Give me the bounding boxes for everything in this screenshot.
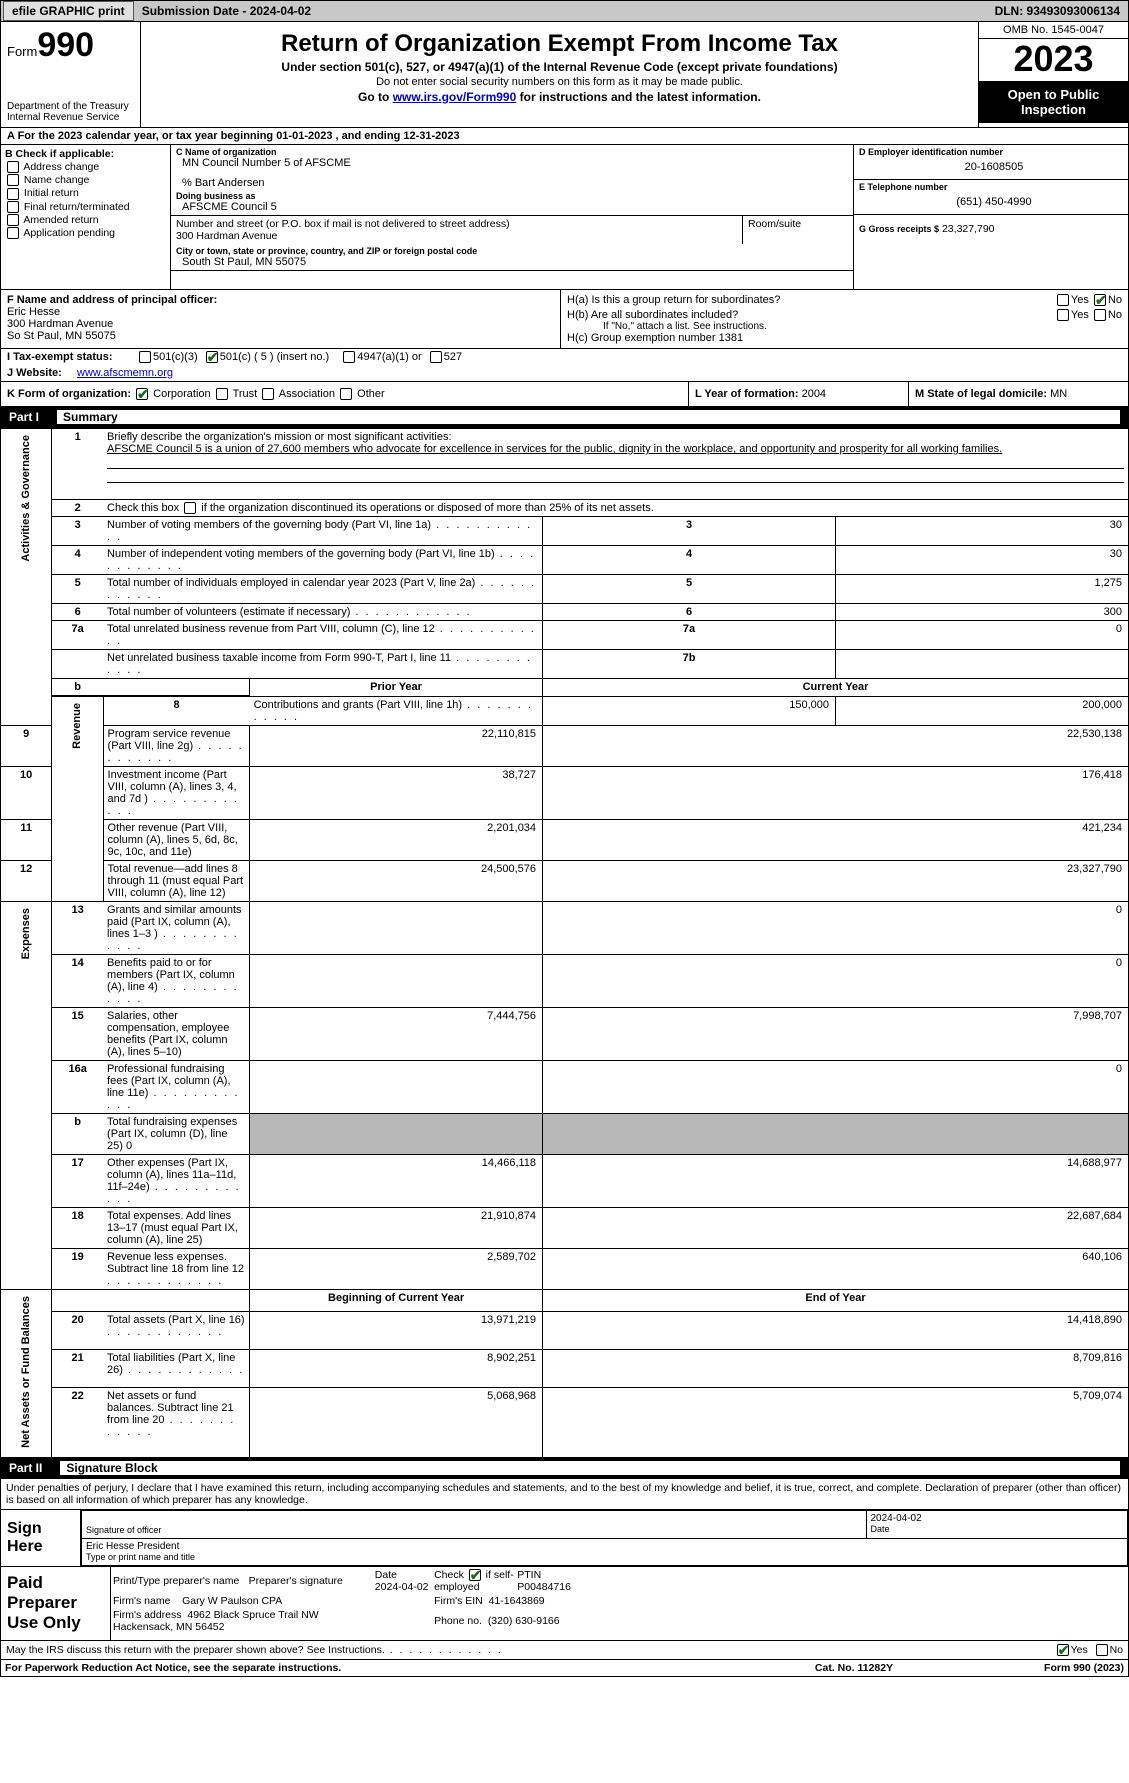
- chk-corp[interactable]: [136, 388, 148, 400]
- paid-preparer-label: Paid Preparer Use Only: [1, 1567, 111, 1640]
- chk-501c[interactable]: [206, 351, 218, 363]
- side-exp: Expenses: [20, 904, 32, 963]
- officer-group-block: F Name and address of principal officer:…: [0, 290, 1129, 349]
- page-footer: For Paperwork Reduction Act Notice, see …: [0, 1660, 1129, 1677]
- chk-527[interactable]: [430, 351, 442, 363]
- block-d: D Employer identification number 20-1608…: [853, 145, 1128, 289]
- top-toolbar: efile GRAPHIC print Submission Date - 20…: [0, 0, 1129, 22]
- block-c: C Name of organization MN Council Number…: [171, 145, 853, 289]
- street-address: 300 Hardman Avenue: [176, 230, 737, 242]
- part-i-header: Part I Summary: [0, 407, 1129, 428]
- phone: (651) 450-4990: [859, 196, 1123, 208]
- discuss-yes[interactable]: [1057, 1644, 1069, 1656]
- ptin: P00484716: [517, 1581, 571, 1593]
- hc-group-exemption: H(c) Group exemption number 1381: [567, 332, 1122, 344]
- gross-receipts: 23,327,790: [942, 223, 995, 235]
- cat-no: Cat. No. 11282Y: [764, 1662, 944, 1674]
- state-domicile: MN: [1050, 388, 1067, 400]
- form-subtitle: Under section 501(c), 527, or 4947(a)(1)…: [151, 60, 968, 74]
- side-rev: Revenue: [71, 699, 83, 753]
- website-link[interactable]: www.afscmemn.org: [77, 367, 173, 379]
- row-i-tax-status: I Tax-exempt status: 501(c)(3) 501(c) ( …: [0, 349, 1129, 365]
- chk-initial-return[interactable]: Initial return: [5, 187, 166, 199]
- sign-here-label: Sign Here: [1, 1510, 81, 1566]
- submission-date: Submission Date - 2024-04-02: [136, 2, 317, 20]
- mission-text: AFSCME Council 5 is a union of 27,600 me…: [107, 443, 1002, 455]
- instructions-link-row: Go to www.irs.gov/Form990 for instructio…: [151, 90, 968, 104]
- chk-4947[interactable]: [343, 351, 355, 363]
- officer-sig-name: Eric Hesse President: [86, 1541, 179, 1552]
- chk-self-employed[interactable]: [469, 1569, 481, 1581]
- ein: 20-1608505: [859, 161, 1123, 173]
- block-b: B Check if applicable: Address change Na…: [1, 145, 171, 289]
- org-name: MN Council Number 5 of AFSCME: [176, 157, 848, 169]
- chk-discontinued[interactable]: [184, 502, 196, 514]
- ha-no[interactable]: [1094, 294, 1106, 306]
- city-state-zip: South St Paul, MN 55075: [176, 256, 848, 268]
- dln-number: DLN: 93493093006134: [987, 2, 1128, 20]
- efile-print-button[interactable]: efile GRAPHIC print: [3, 1, 134, 21]
- irs-link[interactable]: www.irs.gov/Form990: [393, 90, 517, 104]
- l5-val: 1,275: [836, 575, 1129, 604]
- open-to-public: Open to Public Inspection: [979, 81, 1128, 123]
- chk-501c3[interactable]: [139, 351, 151, 363]
- signature-block: Under penalties of perjury, I declare th…: [0, 1479, 1129, 1660]
- l3-val: 30: [836, 517, 1129, 546]
- ha-yes[interactable]: [1057, 294, 1069, 306]
- firm-ein: 41-1643869: [489, 1595, 545, 1607]
- l4-val: 30: [836, 546, 1129, 575]
- treasury-dept: Department of the Treasury Internal Reve…: [7, 101, 134, 123]
- row-j-website: J Website: www.afscmemn.org: [0, 365, 1129, 382]
- l6-val: 300: [836, 604, 1129, 621]
- summary-table: Activities & Governance 1 Briefly descri…: [0, 428, 1129, 1457]
- form-title: Return of Organization Exempt From Incom…: [151, 30, 968, 58]
- form-ref: Form 990 (2023): [944, 1662, 1124, 1674]
- hb-subordinates: H(b) Are all subordinates included? Yes …: [567, 309, 1122, 321]
- side-ag: Activities & Governance: [20, 431, 32, 566]
- org-info-block: B Check if applicable: Address change Na…: [0, 145, 1129, 290]
- care-of: % Bart Andersen: [176, 177, 848, 189]
- chk-final-return[interactable]: Final return/terminated: [5, 201, 166, 213]
- tax-year: 2023: [979, 39, 1128, 81]
- paperwork-notice: For Paperwork Reduction Act Notice, see …: [5, 1662, 764, 1674]
- form-number: Form990: [7, 26, 134, 65]
- officer-addr2: So St Paul, MN 55075: [7, 330, 554, 342]
- discuss-no[interactable]: [1096, 1644, 1108, 1656]
- chk-other[interactable]: [340, 388, 352, 400]
- may-discuss: May the IRS discuss this return with the…: [6, 1644, 1055, 1656]
- hb-no[interactable]: [1094, 309, 1106, 321]
- chk-assoc[interactable]: [262, 388, 274, 400]
- ssn-warning: Do not enter social security numbers on …: [151, 76, 968, 88]
- side-na: Net Assets or Fund Balances: [20, 1292, 32, 1452]
- firm-phone: (320) 630-9166: [488, 1615, 560, 1627]
- l7b-val: [836, 650, 1129, 679]
- chk-trust[interactable]: [216, 388, 228, 400]
- l8-prior: 150,000: [543, 696, 836, 725]
- omb-number: OMB No. 1545-0047: [979, 22, 1128, 39]
- chk-name-change[interactable]: Name change: [5, 174, 166, 186]
- officer-addr1: 300 Hardman Avenue: [7, 318, 554, 330]
- chk-app-pending[interactable]: Application pending: [5, 227, 166, 239]
- part-ii-header: Part II Signature Block: [0, 1458, 1129, 1479]
- hb-yes[interactable]: [1057, 309, 1069, 321]
- officer-name: Eric Hesse: [7, 306, 554, 318]
- form-header: Form990 Department of the Treasury Inter…: [0, 22, 1129, 128]
- l8-curr: 200,000: [836, 696, 1129, 725]
- ha-group-return: H(a) Is this a group return for subordin…: [567, 294, 1122, 306]
- l7a-val: 0: [836, 621, 1129, 650]
- year-formation: 2004: [802, 388, 826, 400]
- dba-name: AFSCME Council 5: [176, 201, 848, 213]
- chk-amended[interactable]: Amended return: [5, 214, 166, 226]
- row-klm: K Form of organization: Corporation Trus…: [0, 382, 1129, 407]
- perjury-declaration: Under penalties of perjury, I declare th…: [1, 1479, 1128, 1510]
- firm-name: Gary W Paulson CPA: [182, 1595, 282, 1607]
- row-a-tax-year: A For the 2023 calendar year, or tax yea…: [0, 128, 1129, 145]
- chk-address-change[interactable]: Address change: [5, 161, 166, 173]
